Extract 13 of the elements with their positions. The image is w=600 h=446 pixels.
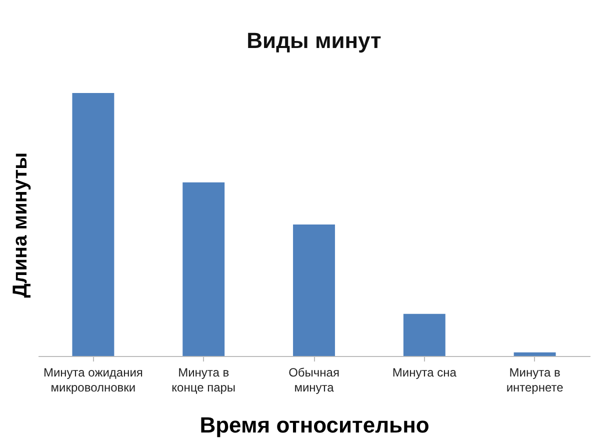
bar [182, 182, 225, 356]
x-tick-label: Обычная минута [288, 366, 340, 394]
bar [514, 352, 556, 356]
bar [293, 224, 335, 356]
chart-title: Виды минут [246, 28, 382, 53]
x-axis-title: Время относительно [200, 412, 430, 438]
x-tick-label: Минута сна [392, 366, 457, 380]
x-tick-label: Минута в конце пары [172, 366, 236, 394]
y-axis-title: Длина минуты [10, 152, 32, 298]
bar [403, 314, 446, 356]
x-tick-label: Минута ожидания микроволновки [43, 366, 143, 394]
x-tick-label: Минута в интернете [506, 366, 564, 394]
bar [72, 93, 114, 356]
